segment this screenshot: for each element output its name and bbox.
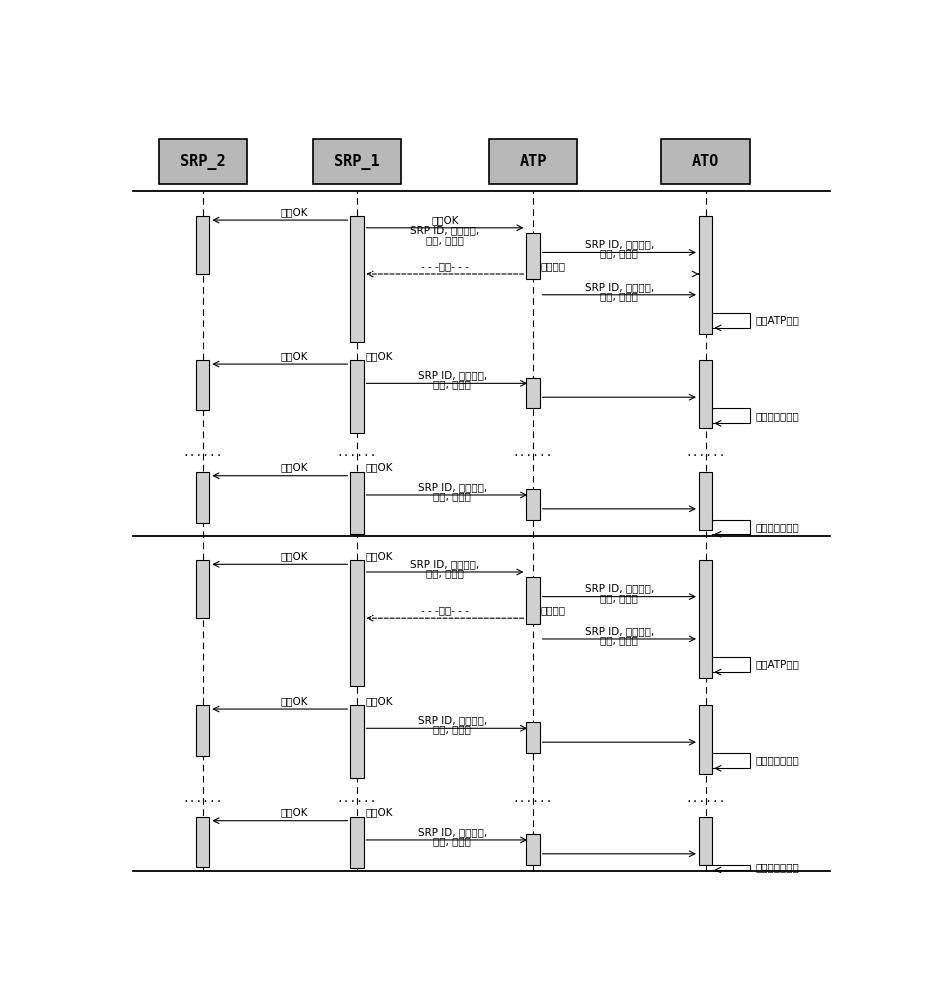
Text: ......: ...... bbox=[512, 794, 553, 804]
Text: 自检OK: 自检OK bbox=[431, 215, 458, 225]
Bar bbox=[699, 560, 712, 678]
Bar bbox=[489, 139, 577, 184]
Bar bbox=[350, 817, 364, 868]
Bar bbox=[350, 560, 364, 686]
Bar bbox=[699, 705, 712, 774]
Bar bbox=[313, 139, 401, 184]
Text: 自检OK: 自检OK bbox=[280, 808, 309, 818]
Text: 速度, 脉冲数: 速度, 脉冲数 bbox=[426, 568, 464, 578]
Text: 自检OK: 自检OK bbox=[366, 696, 393, 706]
Bar bbox=[527, 722, 540, 753]
Bar bbox=[661, 139, 750, 184]
Bar bbox=[699, 216, 712, 334]
Bar bbox=[350, 360, 364, 433]
Bar bbox=[196, 817, 209, 867]
Bar bbox=[196, 472, 209, 523]
Text: 自检OK: 自检OK bbox=[366, 551, 393, 561]
Text: 校正速度、距离: 校正速度、距离 bbox=[756, 522, 799, 532]
Text: 自检OK: 自检OK bbox=[280, 351, 309, 361]
Bar bbox=[196, 216, 209, 274]
Text: ......: ...... bbox=[183, 794, 223, 804]
Text: 速度, 脉冲数: 速度, 脉冲数 bbox=[600, 291, 638, 301]
Text: ......: ...... bbox=[336, 794, 377, 804]
Text: SRP ID, 测速状态,: SRP ID, 测速状态, bbox=[418, 715, 487, 725]
Text: 速度, 脉冲数: 速度, 脉冲数 bbox=[426, 235, 464, 245]
Text: 校正速度、距离: 校正速度、距离 bbox=[756, 756, 799, 766]
Text: ......: ...... bbox=[512, 448, 553, 458]
Text: 速度, 脉冲数: 速度, 脉冲数 bbox=[600, 249, 638, 259]
Bar bbox=[699, 360, 712, 428]
Bar bbox=[159, 139, 247, 184]
Text: ATP: ATP bbox=[519, 154, 546, 169]
Text: SRP ID, 测速状态,: SRP ID, 测速状态, bbox=[584, 282, 654, 292]
Text: SRP ID, 测速状态,: SRP ID, 测速状态, bbox=[410, 559, 479, 569]
Bar bbox=[527, 489, 540, 520]
Text: ......: ...... bbox=[183, 448, 223, 458]
Text: SRP ID, 测速状态,: SRP ID, 测速状态, bbox=[584, 626, 654, 636]
Bar bbox=[527, 378, 540, 408]
Text: ......: ...... bbox=[686, 448, 725, 458]
Bar bbox=[527, 834, 540, 865]
Bar bbox=[196, 705, 209, 756]
Text: - - -选择- - -: - - -选择- - - bbox=[421, 261, 469, 271]
Text: 自检OK: 自检OK bbox=[366, 463, 393, 473]
Text: 校正速度、距离: 校正速度、距离 bbox=[756, 411, 799, 421]
Bar bbox=[350, 705, 364, 778]
Text: SRP_2: SRP_2 bbox=[180, 154, 225, 170]
Bar bbox=[350, 216, 364, 342]
Text: 校正ATP数据: 校正ATP数据 bbox=[756, 315, 799, 325]
Text: SRP ID, 测速状态,: SRP ID, 测速状态, bbox=[418, 370, 487, 380]
Bar bbox=[350, 472, 364, 534]
Text: 自检OK: 自检OK bbox=[280, 207, 309, 217]
Text: 速度, 脉冲数: 速度, 脉冲数 bbox=[434, 491, 472, 501]
Text: 自检OK: 自检OK bbox=[280, 463, 309, 473]
Text: SRP_1: SRP_1 bbox=[334, 154, 380, 170]
Text: 目标距离: 目标距离 bbox=[541, 605, 565, 615]
Text: 速度, 脉冲数: 速度, 脉冲数 bbox=[434, 724, 472, 734]
Bar bbox=[699, 472, 712, 530]
Text: 校正速度、距离: 校正速度、距离 bbox=[756, 862, 799, 872]
Text: SRP ID, 测速状态,: SRP ID, 测速状态, bbox=[418, 482, 487, 492]
Text: 自检OK: 自检OK bbox=[366, 351, 393, 361]
Text: 自检OK: 自检OK bbox=[280, 551, 309, 561]
Text: 自检OK: 自检OK bbox=[366, 808, 393, 818]
Text: 速度, 脉冲数: 速度, 脉冲数 bbox=[434, 836, 472, 846]
Bar bbox=[699, 817, 712, 865]
Text: 速度, 脉冲数: 速度, 脉冲数 bbox=[600, 635, 638, 645]
Text: 校正ATP数据: 校正ATP数据 bbox=[756, 659, 799, 669]
Bar bbox=[196, 360, 209, 410]
Text: SRP ID, 测速状态,: SRP ID, 测速状态, bbox=[410, 226, 479, 235]
Text: ATO: ATO bbox=[692, 154, 719, 169]
Text: 速度, 脉冲数: 速度, 脉冲数 bbox=[600, 593, 638, 603]
Text: - - -选择- - -: - - -选择- - - bbox=[421, 605, 469, 615]
Bar bbox=[527, 233, 540, 279]
Text: SRP ID, 测速状态,: SRP ID, 测速状态, bbox=[584, 584, 654, 594]
Text: SRP ID, 测速状态,: SRP ID, 测速状态, bbox=[418, 827, 487, 837]
Text: 速度, 脉冲数: 速度, 脉冲数 bbox=[434, 379, 472, 389]
Text: SRP ID, 测速状态,: SRP ID, 测速状态, bbox=[584, 239, 654, 249]
Text: 目标距离: 目标距离 bbox=[541, 261, 565, 271]
Text: ......: ...... bbox=[336, 448, 377, 458]
Text: 自检OK: 自检OK bbox=[280, 696, 309, 706]
Bar bbox=[196, 560, 209, 618]
Bar bbox=[527, 577, 540, 624]
Text: ......: ...... bbox=[686, 794, 725, 804]
